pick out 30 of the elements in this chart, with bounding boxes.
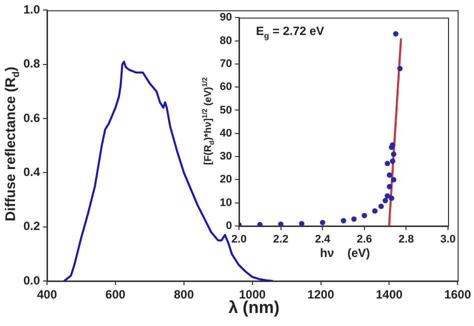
x-tick-label: 600 <box>105 288 126 302</box>
y-tick-label: 0.4 <box>23 164 40 179</box>
x-tick-label: 1600 <box>444 288 472 302</box>
x-tick-label: 2.4 <box>314 234 332 246</box>
y-tick-label: 70 <box>220 58 232 70</box>
x-tick-label: 800 <box>174 288 194 302</box>
y-tick-label: 30 <box>220 150 232 163</box>
x-axis-title: hν (eV) <box>320 246 370 260</box>
y-tick-label: 0.8 <box>23 56 40 71</box>
x-tick-label: 2.2 <box>273 234 288 246</box>
y-tick-label: 60 <box>220 81 232 94</box>
x-tick-label: 3.0 <box>440 234 456 246</box>
x-tick-label: 2.6 <box>356 234 372 246</box>
y-tick-label: 1.0 <box>23 2 40 17</box>
y-tick-label: 0.0 <box>23 273 40 288</box>
y-tick-label: 0.6 <box>23 110 40 125</box>
y-tick-label: 50 <box>220 104 232 116</box>
y-tick-label: 20 <box>220 174 232 186</box>
x-tick-label: 2.0 <box>231 234 247 246</box>
x-tick-label: 1400 <box>376 288 403 302</box>
y-tick-label: 40 <box>220 127 232 140</box>
y-tick-label: 10 <box>220 196 232 209</box>
x-tick-label: 400 <box>36 288 58 302</box>
y-tick-label: 0.2 <box>23 219 40 234</box>
y-tick-label: 90 <box>220 12 232 24</box>
x-tick-label: 2.8 <box>398 234 414 246</box>
annotation: E$_{g}$ = 2.72 eV <box>256 24 324 40</box>
y-tick-label: 0 <box>226 220 232 232</box>
x-tick-label: 1200 <box>307 288 334 302</box>
y-tick-label: 80 <box>220 34 232 47</box>
